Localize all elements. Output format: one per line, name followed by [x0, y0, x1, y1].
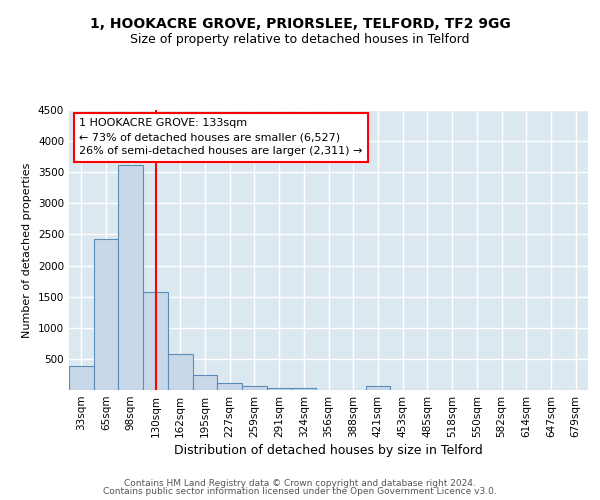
Bar — [168, 354, 193, 390]
Bar — [94, 240, 118, 390]
Bar — [217, 383, 242, 390]
Bar — [193, 375, 217, 390]
Text: Contains public sector information licensed under the Open Government Licence v3: Contains public sector information licen… — [103, 487, 497, 496]
Text: Size of property relative to detached houses in Telford: Size of property relative to detached ho… — [130, 32, 470, 46]
X-axis label: Distribution of detached houses by size in Telford: Distribution of detached houses by size … — [174, 444, 483, 457]
Bar — [242, 386, 267, 390]
Bar — [365, 386, 390, 390]
Text: 1, HOOKACRE GROVE, PRIORSLEE, TELFORD, TF2 9GG: 1, HOOKACRE GROVE, PRIORSLEE, TELFORD, T… — [89, 18, 511, 32]
Bar — [292, 388, 316, 390]
Y-axis label: Number of detached properties: Number of detached properties — [22, 162, 32, 338]
Bar — [118, 165, 143, 390]
Text: 1 HOOKACRE GROVE: 133sqm
← 73% of detached houses are smaller (6,527)
26% of sem: 1 HOOKACRE GROVE: 133sqm ← 73% of detach… — [79, 118, 363, 156]
Text: Contains HM Land Registry data © Crown copyright and database right 2024.: Contains HM Land Registry data © Crown c… — [124, 478, 476, 488]
Bar — [267, 388, 292, 390]
Bar — [143, 292, 168, 390]
Bar — [69, 366, 94, 390]
